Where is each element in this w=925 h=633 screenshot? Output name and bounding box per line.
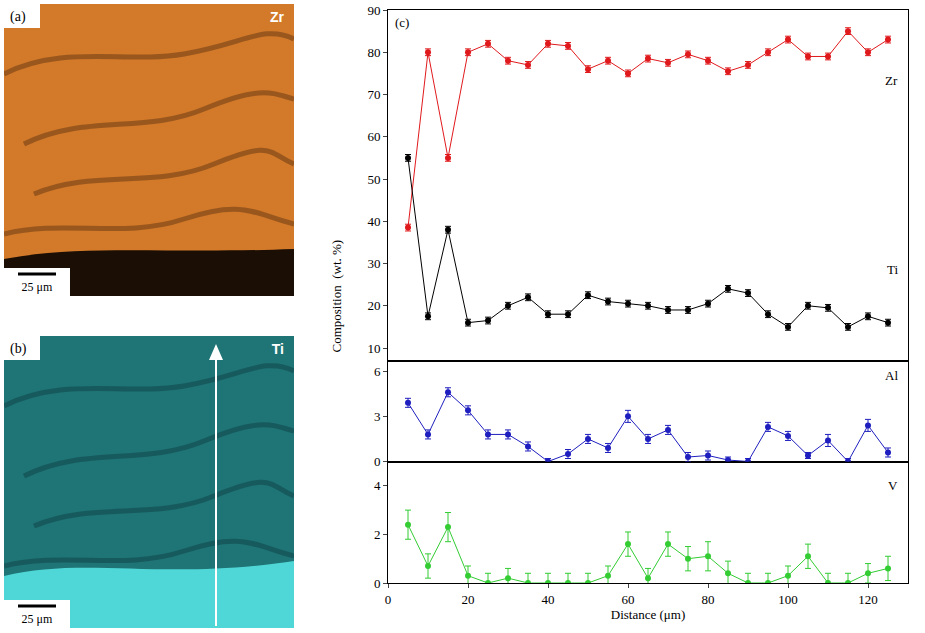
svg-text:3: 3 — [374, 409, 381, 424]
svg-text:0: 0 — [374, 576, 381, 591]
svg-text:(b): (b) — [10, 341, 27, 357]
svg-text:2: 2 — [374, 527, 381, 542]
svg-text:Zr: Zr — [885, 73, 898, 88]
svg-text:6: 6 — [374, 364, 381, 379]
svg-text:10: 10 — [367, 341, 380, 356]
svg-text:60: 60 — [367, 129, 380, 144]
svg-text:0: 0 — [385, 592, 392, 607]
svg-text:70: 70 — [367, 87, 380, 102]
svg-text:V: V — [888, 478, 898, 493]
svg-text:100: 100 — [778, 592, 798, 607]
svg-text:Distance (μm): Distance (μm) — [611, 607, 685, 622]
svg-text:20: 20 — [462, 592, 475, 607]
svg-text:0: 0 — [374, 454, 381, 469]
svg-text:Al: Al — [885, 368, 898, 383]
svg-text:120: 120 — [858, 592, 878, 607]
svg-text:(c): (c) — [395, 15, 409, 30]
svg-text:20: 20 — [367, 298, 380, 313]
svg-text:60: 60 — [622, 592, 635, 607]
svg-text:Composition (wt. %): Composition (wt. %) — [329, 240, 344, 353]
svg-text:80: 80 — [367, 45, 380, 60]
svg-text:Ti: Ti — [887, 262, 898, 277]
svg-text:80: 80 — [702, 592, 715, 607]
svg-text:30: 30 — [367, 256, 380, 271]
svg-text:25 μm: 25 μm — [22, 280, 53, 294]
svg-text:Ti: Ti — [272, 341, 284, 357]
svg-text:50: 50 — [367, 172, 380, 187]
svg-text:40: 40 — [542, 592, 555, 607]
svg-text:25 μm: 25 μm — [22, 612, 53, 626]
svg-text:(a): (a) — [10, 9, 26, 25]
svg-text:90: 90 — [367, 3, 380, 18]
svg-text:Zr: Zr — [270, 9, 285, 25]
svg-text:4: 4 — [374, 478, 381, 493]
svg-text:40: 40 — [367, 214, 380, 229]
